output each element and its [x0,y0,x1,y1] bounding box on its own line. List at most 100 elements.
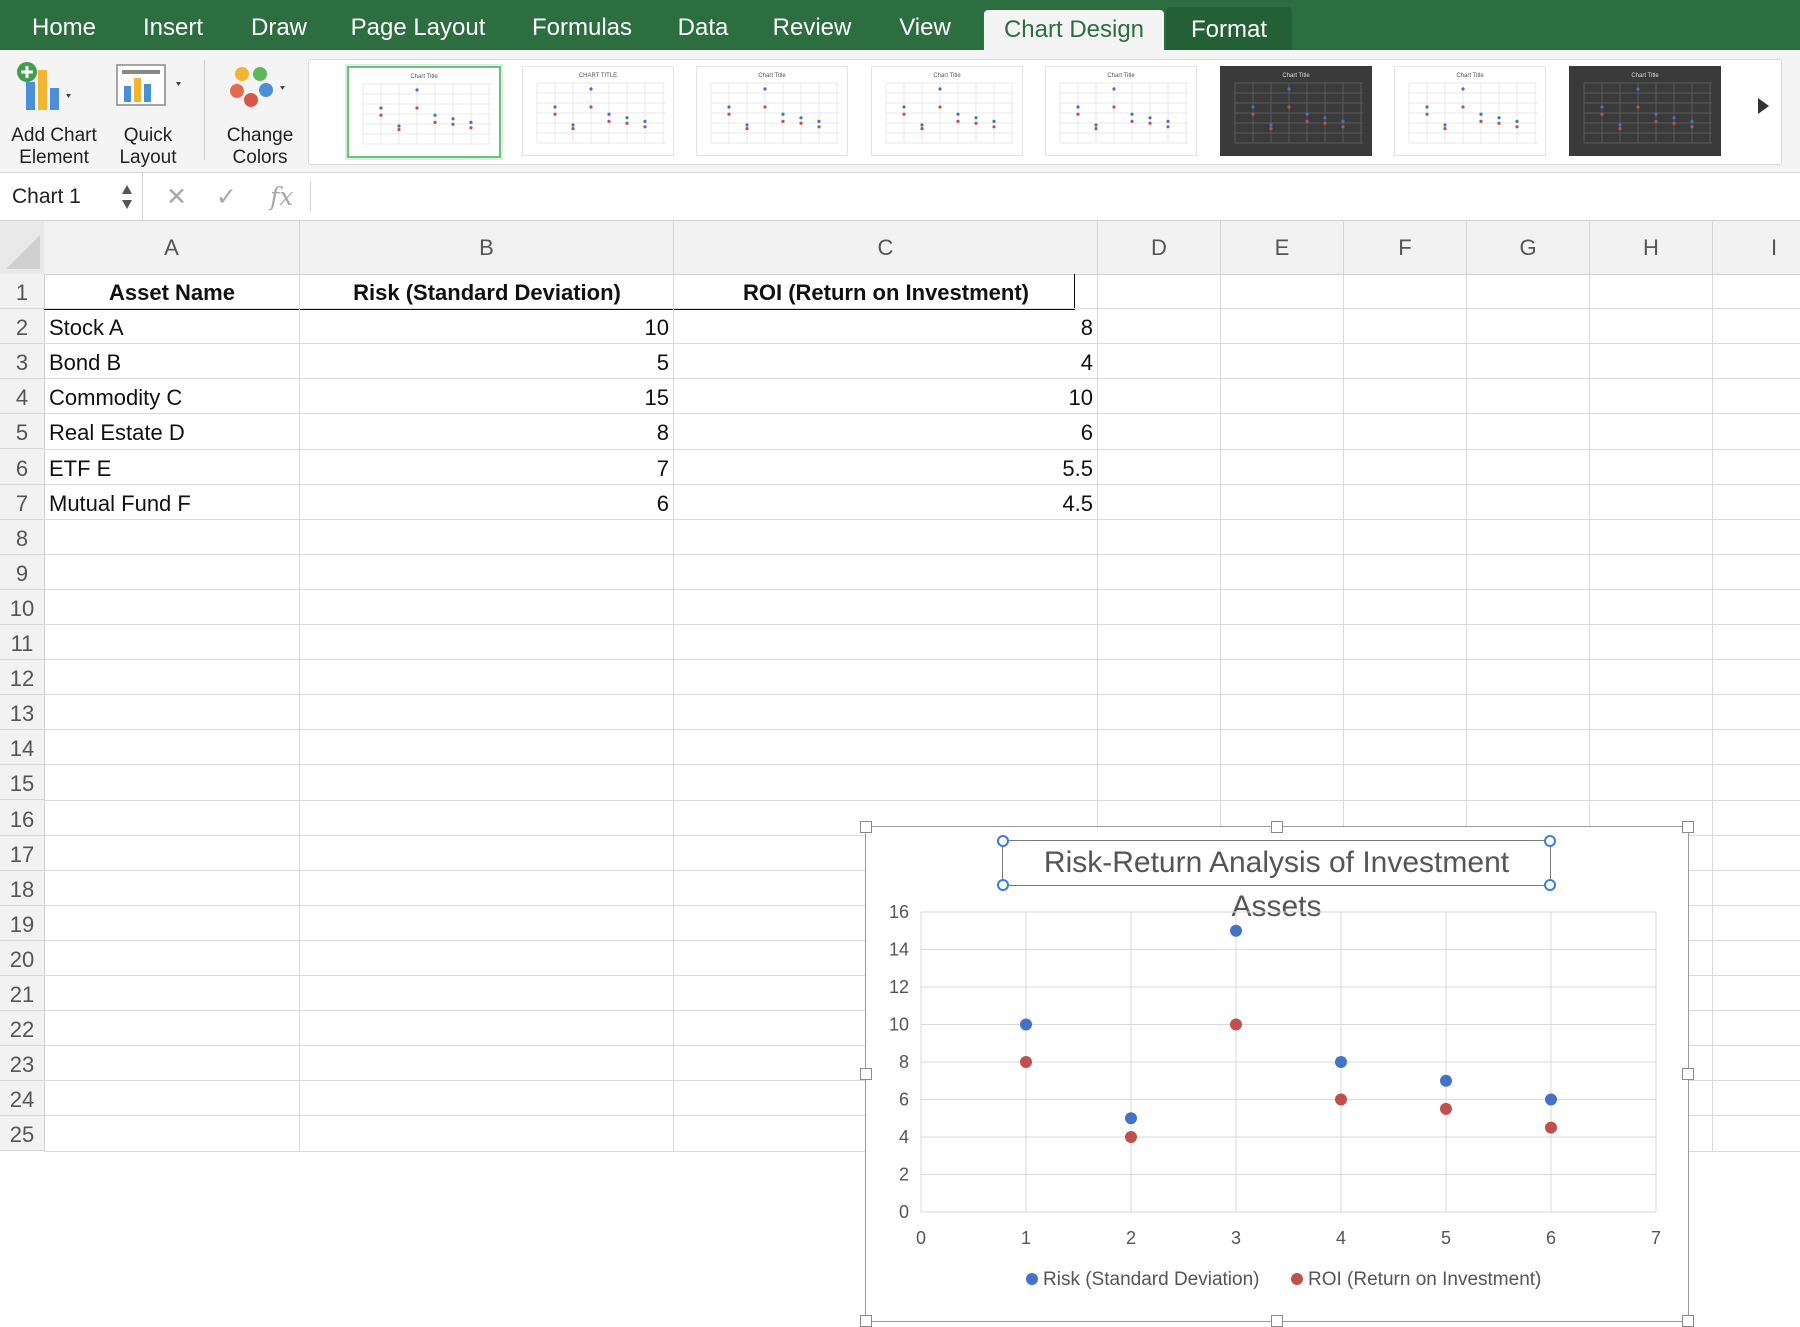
chart-style-thumbnail[interactable]: Chart Title [1568,66,1721,156]
row-header-17[interactable]: 17 [0,836,44,871]
chart-style-thumbnail[interactable]: Chart Title [1045,66,1197,156]
ribbon-tab-chart-design[interactable]: Chart Design [983,10,1165,50]
row-header-3[interactable]: 3 [0,344,44,380]
ribbon-tab-home[interactable]: Home [31,14,97,41]
data-point-series-1[interactable] [1545,1093,1557,1106]
name-box[interactable]: Chart 1 [0,173,143,220]
title-handle-top-left[interactable] [997,835,1009,847]
column-header-b[interactable]: B [300,221,674,274]
column-header-e[interactable]: E [1221,221,1344,274]
title-handle-bottom-right[interactable] [1544,879,1556,891]
cancel-formula-x-icon[interactable]: ✕ [166,183,187,211]
column-header-g[interactable]: G [1467,221,1590,274]
data-point-series-2[interactable] [1335,1093,1347,1106]
data-point-series-2[interactable] [1020,1056,1032,1068]
row-header-25[interactable]: 25 [0,1116,44,1152]
column-header-c[interactable]: C [674,221,1098,274]
cell[interactable]: 6 [656,490,669,516]
enter-formula-checkmark-icon[interactable]: ✓ [216,183,237,211]
row-header-15[interactable]: 15 [0,765,44,801]
row-header-24[interactable]: 24 [0,1081,44,1117]
formula-input[interactable] [320,185,1780,209]
row-header-8[interactable]: 8 [0,520,44,555]
chart-resize-handle[interactable] [1682,1315,1694,1327]
chart-resize-handle[interactable] [860,1068,872,1080]
ribbon-tab-review[interactable]: Review [772,14,852,41]
cell[interactable]: 4 [1080,350,1093,376]
title-handle-top-right[interactable] [1544,835,1556,847]
row-header-4[interactable]: 4 [0,379,44,415]
chart-resize-handle[interactable] [1271,1315,1283,1327]
name-box-stepper-icon[interactable] [120,181,134,213]
chart-resize-handle[interactable] [1271,821,1283,833]
row-header-14[interactable]: 14 [0,730,44,766]
row-header-1[interactable]: 1 [0,274,44,310]
cell[interactable]: 5 [656,350,669,376]
cell[interactable]: 15 [644,385,669,411]
cell[interactable]: ROI (Return on Investment) [742,280,1029,305]
ribbon-tab-view[interactable]: View [899,14,951,41]
cell[interactable]: 6 [1080,420,1093,446]
select-all-corner[interactable] [0,221,45,275]
cell[interactable]: 8 [656,420,669,446]
row-header-11[interactable]: 11 [0,625,44,661]
data-point-series-1[interactable] [1335,1056,1347,1068]
gallery-next-arrow-icon[interactable] [1758,98,1769,114]
row-header-7[interactable]: 7 [0,485,44,520]
cell[interactable]: Asset Name [109,280,235,305]
chart-style-thumbnail[interactable]: Chart Title [870,66,1023,156]
ribbon-tab-formulas[interactable]: Formulas [531,14,633,41]
row-header-9[interactable]: 9 [0,555,44,590]
ribbon-tab-format[interactable]: Format [1165,7,1293,50]
chart-style-thumbnail[interactable]: Chart Title [347,66,501,158]
cell[interactable]: 4.5 [1062,490,1093,516]
chart-resize-handle[interactable] [860,1315,872,1327]
row-header-6[interactable]: 6 [0,450,44,485]
cell[interactable]: 8 [1080,315,1093,341]
ribbon-tab-data[interactable]: Data [677,14,729,41]
data-point-series-1[interactable] [1020,1018,1032,1031]
chart-resize-handle[interactable] [1682,1068,1694,1080]
row-header-23[interactable]: 23 [0,1046,44,1082]
column-header-d[interactable]: D [1098,221,1221,274]
row-header-20[interactable]: 20 [0,941,44,976]
row-header-18[interactable]: 18 [0,871,44,906]
chart-title[interactable]: Risk-Return Analysis of Investment Asset… [1043,846,1510,923]
cell[interactable]: Commodity C [49,385,183,411]
chart-object[interactable]: Risk-Return Analysis of Investment Asset… [860,821,1694,1327]
row-header-22[interactable]: 22 [0,1011,44,1047]
column-header-f[interactable]: F [1344,221,1467,274]
cell[interactable]: Mutual Fund F [49,490,191,516]
legend-item-series-2[interactable]: ROI (Return on Investment) [1291,1269,1541,1291]
row-header-13[interactable]: 13 [0,695,44,731]
chart-style-thumbnail[interactable]: CHART TITLE [521,66,674,156]
chart-style-thumbnail[interactable]: Chart Title [696,66,848,156]
ribbon-tab-page-layout[interactable]: Page Layout [350,14,486,41]
column-header-h[interactable]: H [1590,221,1713,274]
ribbon-tab-insert[interactable]: Insert [142,14,204,41]
cell[interactable]: Stock A [49,315,124,341]
cell[interactable]: 5.5 [1062,455,1093,481]
cell[interactable]: Bond B [49,350,122,376]
data-point-series-2[interactable] [1440,1102,1452,1115]
insert-function-fx-icon[interactable]: fx [270,182,294,211]
row-header-21[interactable]: 21 [0,976,44,1012]
column-header-a[interactable]: A [44,221,300,274]
ribbon-tab-draw[interactable]: Draw [250,14,308,41]
quick-layout-button[interactable]: Quick Layout [108,50,188,172]
chart-resize-handle[interactable] [1682,821,1694,833]
cells-area[interactable]: Asset Name Risk (Standard Deviation) ROI (… [44,274,1800,1152]
change-colors-button[interactable]: Change Colors [212,50,308,172]
cell[interactable]: 10 [644,315,669,341]
column-header-i[interactable]: I [1713,221,1800,274]
cell[interactable]: Real Estate D [49,420,185,446]
row-header-16[interactable]: 16 [0,801,44,836]
cell[interactable]: ETF E [49,455,112,481]
title-handle-bottom-left[interactable] [997,879,1009,891]
chart-resize-handle[interactable] [860,821,872,833]
row-header-10[interactable]: 10 [0,590,44,625]
chart-style-thumbnail[interactable]: Chart Title [1394,66,1546,156]
chart-style-thumbnail[interactable]: Chart Title [1219,66,1372,156]
cell[interactable]: Risk (Standard Deviation) [353,280,621,305]
